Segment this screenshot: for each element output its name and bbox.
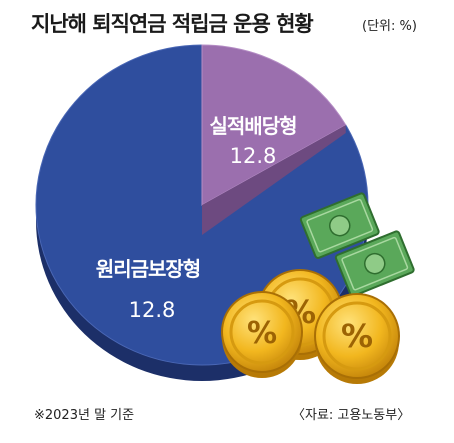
pie-slice-performance-edge — [202, 125, 346, 235]
coin-icon: % — [221, 291, 303, 378]
unit-label: (단위: %) — [362, 19, 417, 34]
banknote-icon — [299, 192, 380, 259]
chart-title: 지난해 퇴직연금 적립금 운용 현황 — [31, 12, 314, 36]
pie-slice-performance — [201, 44, 347, 206]
slice-label-principal: 원리금보장형 — [96, 257, 200, 281]
svg-text:%: % — [341, 317, 373, 355]
banknote-icon — [334, 230, 415, 297]
slice-value-performance: 12.8 — [230, 144, 277, 168]
source-label: 〈자료: 고용노동부〉 — [292, 408, 411, 423]
slice-value-principal: 12.8 — [129, 298, 176, 322]
coin-icon: % — [314, 293, 400, 384]
slice-label-performance: 실적배당형 — [210, 114, 297, 138]
svg-text:%: % — [247, 316, 277, 351]
footnote: ※2023년 말 기준 — [34, 408, 135, 423]
